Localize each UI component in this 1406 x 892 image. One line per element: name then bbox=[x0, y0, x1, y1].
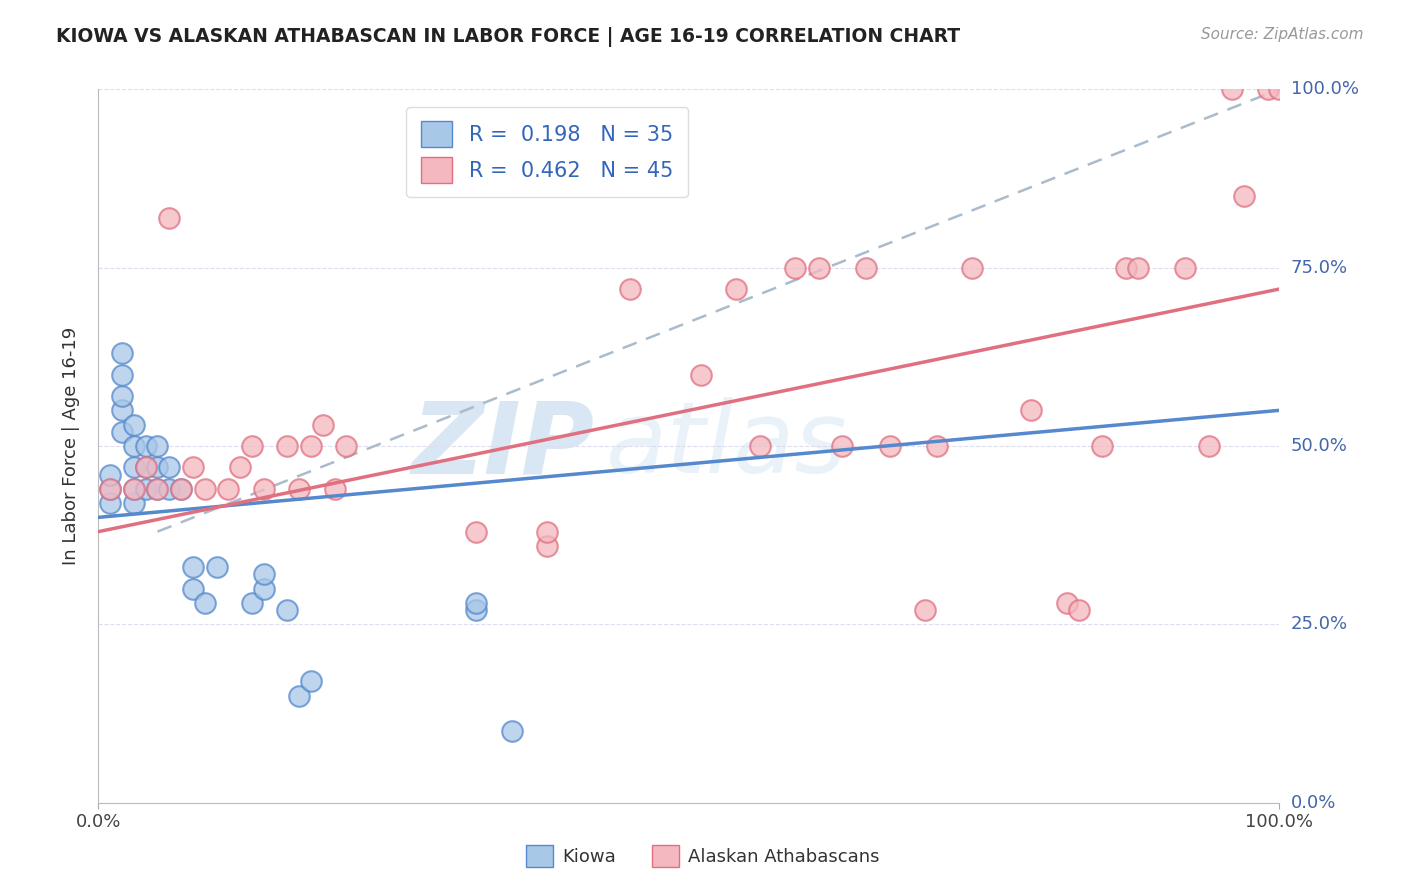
Point bbox=[807, 260, 830, 275]
Point bbox=[1021, 403, 1043, 417]
Point bbox=[217, 482, 239, 496]
Point bbox=[335, 439, 357, 453]
Point bbox=[725, 282, 748, 296]
Point bbox=[879, 439, 901, 453]
Point bbox=[1091, 439, 1114, 453]
Point bbox=[299, 439, 322, 453]
Point bbox=[122, 482, 145, 496]
Point bbox=[122, 460, 145, 475]
Legend: Kiowa, Alaskan Athabascans: Kiowa, Alaskan Athabascans bbox=[519, 838, 887, 874]
Point bbox=[205, 560, 228, 574]
Point bbox=[111, 389, 134, 403]
Point bbox=[111, 368, 134, 382]
Point bbox=[619, 282, 641, 296]
Point bbox=[253, 567, 276, 582]
Text: 75.0%: 75.0% bbox=[1291, 259, 1348, 277]
Text: 100.0%: 100.0% bbox=[1291, 80, 1358, 98]
Point bbox=[194, 596, 217, 610]
Point bbox=[135, 439, 157, 453]
Point bbox=[229, 460, 252, 475]
Point bbox=[170, 482, 193, 496]
Point bbox=[146, 439, 169, 453]
Point bbox=[157, 211, 180, 225]
Point bbox=[111, 346, 134, 360]
Point bbox=[122, 439, 145, 453]
Point bbox=[1115, 260, 1137, 275]
Point bbox=[1233, 189, 1256, 203]
Point bbox=[170, 482, 193, 496]
Point bbox=[914, 603, 936, 617]
Point bbox=[465, 524, 488, 539]
Point bbox=[181, 460, 204, 475]
Point bbox=[240, 596, 263, 610]
Point bbox=[855, 260, 877, 275]
Point bbox=[536, 524, 558, 539]
Point bbox=[111, 403, 134, 417]
Point bbox=[288, 689, 311, 703]
Point bbox=[785, 260, 807, 275]
Point bbox=[288, 482, 311, 496]
Point bbox=[1174, 260, 1197, 275]
Point bbox=[689, 368, 711, 382]
Point bbox=[135, 460, 157, 475]
Text: 50.0%: 50.0% bbox=[1291, 437, 1347, 455]
Point bbox=[465, 603, 488, 617]
Point bbox=[253, 582, 276, 596]
Point bbox=[299, 674, 322, 689]
Text: ZIP: ZIP bbox=[412, 398, 595, 494]
Point bbox=[122, 417, 145, 432]
Point bbox=[1198, 439, 1220, 453]
Point bbox=[253, 482, 276, 496]
Point bbox=[122, 482, 145, 496]
Point bbox=[98, 482, 121, 496]
Text: Source: ZipAtlas.com: Source: ZipAtlas.com bbox=[1201, 27, 1364, 42]
Point bbox=[157, 482, 180, 496]
Point bbox=[1220, 82, 1243, 96]
Text: KIOWA VS ALASKAN ATHABASCAN IN LABOR FORCE | AGE 16-19 CORRELATION CHART: KIOWA VS ALASKAN ATHABASCAN IN LABOR FOR… bbox=[56, 27, 960, 46]
Point bbox=[135, 482, 157, 496]
Point bbox=[276, 603, 298, 617]
Text: 0.0%: 0.0% bbox=[1291, 794, 1336, 812]
Point bbox=[1067, 603, 1090, 617]
Point bbox=[1268, 82, 1291, 96]
Point bbox=[146, 460, 169, 475]
Point bbox=[962, 260, 984, 275]
Point bbox=[181, 560, 204, 574]
Point bbox=[748, 439, 770, 453]
Point bbox=[536, 539, 558, 553]
Text: 25.0%: 25.0% bbox=[1291, 615, 1348, 633]
Point bbox=[146, 482, 169, 496]
Point bbox=[323, 482, 346, 496]
Point bbox=[276, 439, 298, 453]
Legend: R =  0.198   N = 35, R =  0.462   N = 45: R = 0.198 N = 35, R = 0.462 N = 45 bbox=[406, 107, 688, 197]
Point bbox=[98, 467, 121, 482]
Point bbox=[122, 496, 145, 510]
Point bbox=[181, 582, 204, 596]
Point bbox=[98, 496, 121, 510]
Point bbox=[135, 460, 157, 475]
Point bbox=[111, 425, 134, 439]
Text: atlas: atlas bbox=[606, 398, 848, 494]
Point bbox=[1257, 82, 1279, 96]
Point bbox=[501, 724, 523, 739]
Point bbox=[1126, 260, 1149, 275]
Point bbox=[194, 482, 217, 496]
Point bbox=[240, 439, 263, 453]
Point bbox=[157, 460, 180, 475]
Point bbox=[925, 439, 948, 453]
Point bbox=[831, 439, 853, 453]
Point bbox=[98, 482, 121, 496]
Point bbox=[312, 417, 335, 432]
Point bbox=[1056, 596, 1078, 610]
Point bbox=[465, 596, 488, 610]
Point bbox=[146, 482, 169, 496]
Y-axis label: In Labor Force | Age 16-19: In Labor Force | Age 16-19 bbox=[62, 326, 80, 566]
